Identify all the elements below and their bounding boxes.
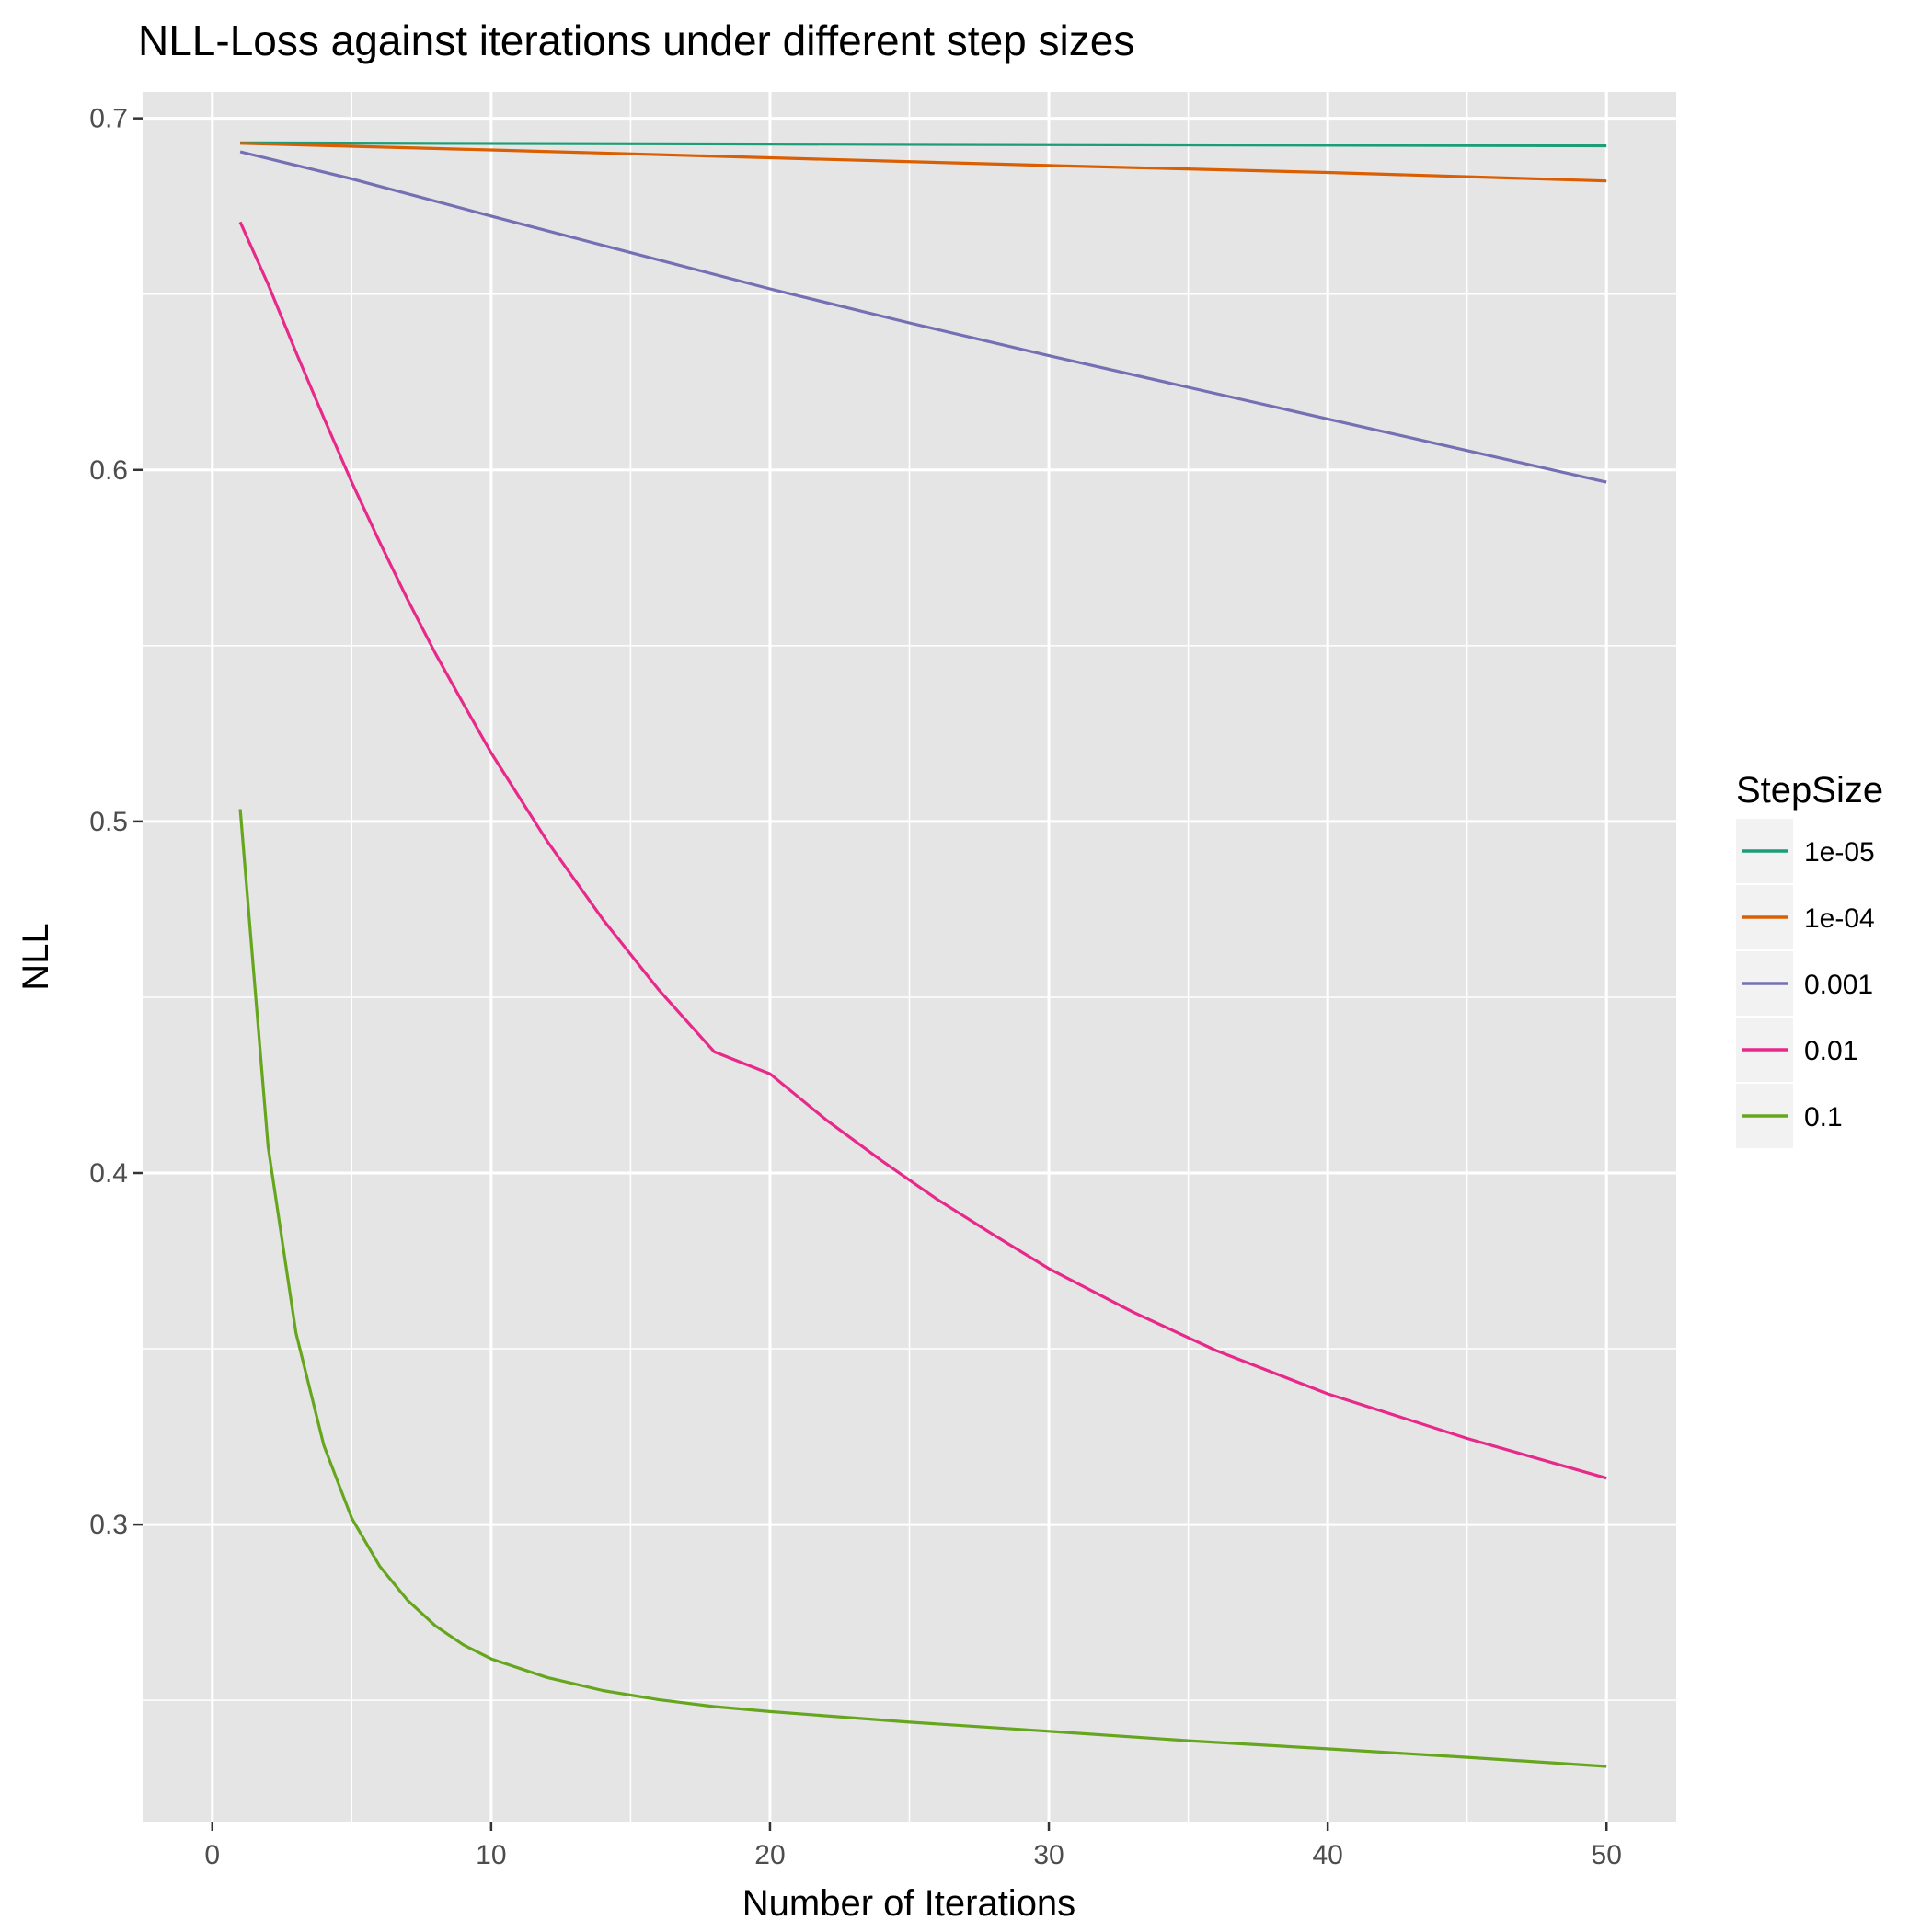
x-tick-label: 10 [476, 1840, 506, 1870]
x-axis: 0 10 20 30 40 50 [204, 1822, 1622, 1870]
y-axis: 0.3 0.4 0.5 0.6 0.7 [89, 104, 143, 1540]
y-axis-title: NLL [16, 923, 56, 990]
grid-lines [143, 92, 1676, 1822]
x-tick-label: 30 [1033, 1840, 1064, 1870]
legend-label: 0.1 [1804, 1102, 1843, 1133]
legend-title: StepSize [1736, 770, 1883, 811]
legend-items: 1e-05 1e-04 0.001 0.01 0.1 [1736, 819, 1875, 1148]
series-line-0.001 [239, 150, 1607, 484]
series-line-1e-04 [240, 142, 1607, 183]
x-tick-label: 0 [204, 1840, 220, 1870]
y-tick-label: 0.6 [89, 455, 128, 486]
x-axis-title: Number of Iterations [742, 1883, 1075, 1924]
y-tick-label: 0.4 [89, 1158, 128, 1189]
series-line-0.1 [238, 809, 1607, 1768]
y-tick-label: 0.3 [89, 1510, 128, 1540]
legend-label: 0.01 [1804, 1036, 1857, 1066]
legend-label: 1e-05 [1804, 837, 1875, 868]
x-tick-label: 20 [754, 1840, 785, 1870]
x-tick-label: 50 [1592, 1840, 1622, 1870]
x-tick-label: 40 [1312, 1840, 1342, 1870]
legend-label: 0.001 [1804, 970, 1873, 1000]
series-lines [238, 141, 1607, 1768]
series-line-1e-05 [240, 141, 1607, 148]
y-tick-label: 0.7 [89, 104, 128, 134]
chart-title: NLL-Loss against iterations under differ… [138, 17, 1134, 64]
y-tick-label: 0.5 [89, 807, 128, 837]
legend: StepSize 1e-05 1e-04 0.001 0.01 0.1 [1736, 770, 1883, 1148]
legend-label: 1e-04 [1804, 903, 1875, 934]
series-line-0.01 [238, 221, 1607, 1480]
